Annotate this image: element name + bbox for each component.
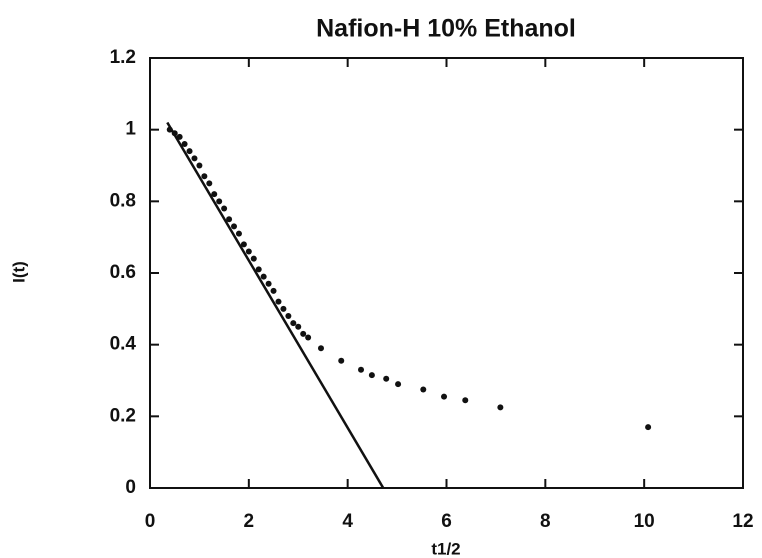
x-tick-label: 8 xyxy=(540,511,551,532)
data-point xyxy=(358,366,365,373)
data-point xyxy=(231,223,238,230)
data-point xyxy=(186,148,193,155)
x-tick-label: 2 xyxy=(244,511,255,532)
data-point xyxy=(216,198,223,205)
x-tick-label: 6 xyxy=(441,511,452,532)
data-point xyxy=(395,381,402,388)
data-point xyxy=(226,216,233,223)
data-point xyxy=(201,173,208,180)
data-point xyxy=(368,372,375,379)
data-point xyxy=(265,280,272,287)
data-point xyxy=(255,266,262,273)
fit-line xyxy=(166,121,385,489)
data-point xyxy=(245,248,252,255)
data-point xyxy=(285,313,292,319)
data-point xyxy=(420,386,427,393)
data-point xyxy=(305,334,312,341)
x-tick-label: 10 xyxy=(634,511,655,532)
data-point xyxy=(191,155,198,162)
y-tick-label: 0.2 xyxy=(110,405,136,426)
y-tick-label: 0.6 xyxy=(110,262,136,283)
data-point xyxy=(260,273,267,280)
data-point xyxy=(176,133,183,140)
data-point xyxy=(221,205,228,212)
data-point xyxy=(295,323,302,330)
data-point xyxy=(317,345,324,352)
data-point xyxy=(645,424,652,431)
y-tick-label: 0.8 xyxy=(110,190,136,211)
data-point xyxy=(235,230,242,237)
data-point xyxy=(270,287,277,294)
data-point xyxy=(300,330,307,337)
data-point xyxy=(240,241,247,248)
y-tick-label: 0.4 xyxy=(110,334,137,355)
data-point xyxy=(250,255,257,262)
data-point xyxy=(338,357,345,364)
x-axis-label: t1/2 xyxy=(431,539,460,558)
x-tick-label: 4 xyxy=(342,511,353,532)
data-point xyxy=(181,141,188,147)
x-tick-label: 0 xyxy=(145,511,156,532)
data-point xyxy=(211,191,218,198)
data-point xyxy=(383,375,390,382)
y-axis-label: I(t) xyxy=(9,261,28,283)
y-tick-label: 1 xyxy=(125,119,136,140)
data-point xyxy=(290,320,297,327)
y-tick-label: 0 xyxy=(125,477,136,498)
data-point xyxy=(497,404,504,411)
chart-title: Nafion-H 10% Ethanol xyxy=(316,15,576,43)
data-point xyxy=(196,162,203,169)
y-tick-label: 1.2 xyxy=(110,47,136,68)
plot-frame xyxy=(149,57,744,489)
data-point xyxy=(462,397,469,404)
x-tick-label: 12 xyxy=(732,511,753,532)
data-point xyxy=(206,180,213,187)
data-point xyxy=(275,298,282,305)
data-point xyxy=(441,393,448,400)
data-point xyxy=(280,305,287,312)
